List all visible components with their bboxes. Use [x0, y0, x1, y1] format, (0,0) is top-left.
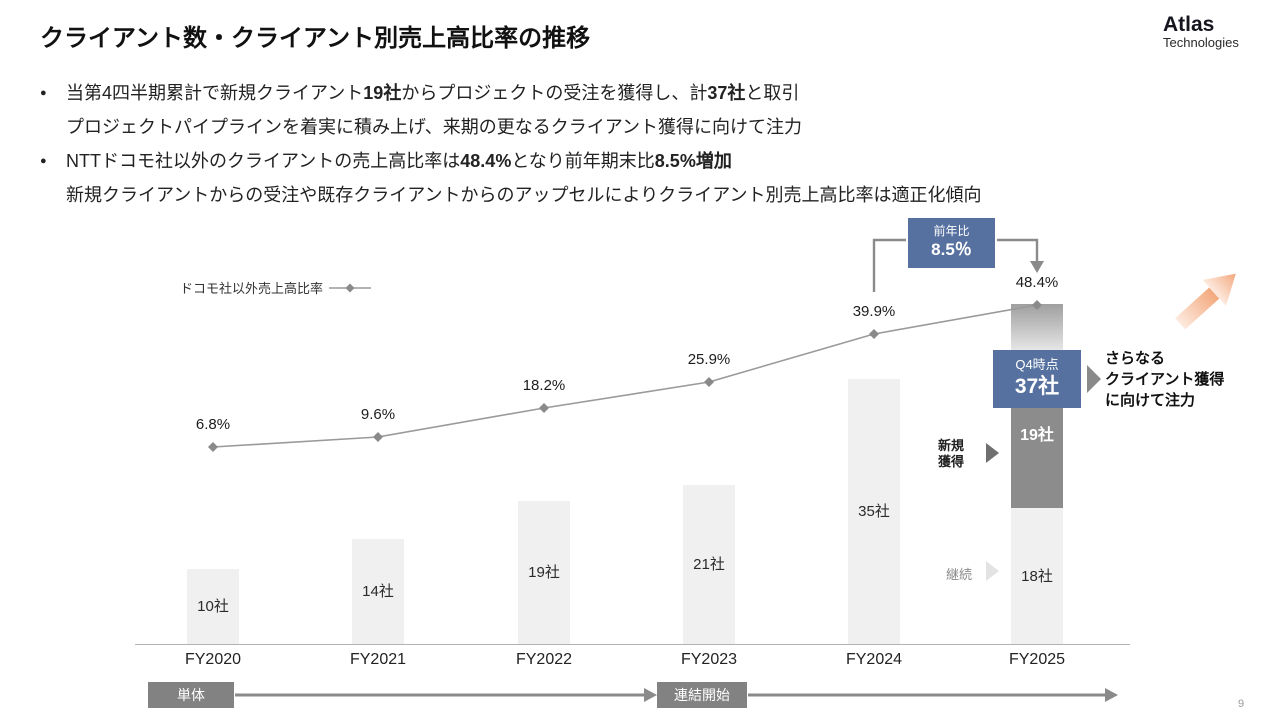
- goal-annotation: さらなる クライアント獲得 に向けて注力: [1105, 350, 1225, 409]
- bullet-segment: 増加: [695, 151, 732, 171]
- bullet-line: ● NTTドコモ社以外のクライアントの売上高比率は48.4%となり前年期末比8.5…: [40, 144, 1160, 178]
- line-path: [212, 304, 1038, 448]
- bar-value-label: 18社: [1021, 567, 1053, 585]
- logo-wordmark: Atlas: [1163, 13, 1215, 36]
- x-axis-label: FY2020: [184, 651, 242, 668]
- bullet-marker: ●: [40, 155, 47, 167]
- bar-value-label: 19社: [528, 564, 560, 581]
- q4-badge-title: Q4時点: [1015, 357, 1059, 372]
- logo: Atlas Technologies: [1163, 13, 1239, 51]
- yoy-badge-title: 前年比: [933, 224, 970, 238]
- line-point-marker: [539, 403, 549, 413]
- bullet-segment: NTTドコモ社以外のクライアントの売上高比率は: [66, 151, 461, 171]
- page-title: クライアント数・クライアント別売上高比率の推移: [40, 25, 591, 52]
- timeline-arrowhead-icon: [644, 688, 657, 702]
- bullet-text: 当第4四半期累計で新規クライアント19社からプロジェクトの受注を獲得し、計37社…: [66, 76, 799, 110]
- percent-label: 6.8%: [195, 416, 231, 433]
- new-clients-label: 新規 獲得: [938, 438, 965, 469]
- percent-label: 48.4%: [1015, 274, 1059, 291]
- bar-segment-continuing: [352, 539, 404, 645]
- chart-legend: ドコモ社以外売上高比率: [180, 278, 372, 297]
- bullet-text: プロジェクトパイプラインを着実に積み上げ、来期の更なるクライアント獲得に向けて注…: [66, 110, 802, 144]
- growth-arrow-icon: [1175, 273, 1236, 330]
- yoy-badge-value: 8.5％: [931, 240, 972, 259]
- logo-subtext: Technologies: [1163, 35, 1239, 51]
- bullet-line: 新規クライアントからの受注や既存クライアントからのアップセルによりクライアント別…: [40, 178, 1160, 212]
- bullet-marker: [40, 110, 66, 144]
- bullet-text: NTTドコモ社以外のクライアントの売上高比率は48.4%となり前年期末比8.5%…: [66, 144, 732, 178]
- continuing-clients-label: 継続: [946, 567, 973, 582]
- line-point-marker: [208, 442, 218, 452]
- line-point-marker: [373, 432, 383, 442]
- bullet-segment: 37社: [707, 83, 746, 103]
- bullet-text: 新規クライアントからの受注や既存クライアントからのアップセルによりクライアント別…: [66, 178, 981, 212]
- bar-segment-continuing: [1011, 508, 1063, 645]
- percent-label: 25.9%: [687, 351, 731, 368]
- line-point-marker: [704, 377, 714, 387]
- bullet-segment: 新規クライアントからの受注や既存クライアントからのアップセルによりクライアント別…: [66, 185, 982, 205]
- bar-value-label: 10社: [197, 598, 229, 615]
- x-axis-line: [135, 644, 1130, 645]
- timeline-arrowhead-icon: [1105, 688, 1118, 702]
- percent-label: 9.6%: [360, 406, 396, 423]
- legend-line-diamond-icon: [329, 283, 372, 292]
- x-axis-label: FY2023: [680, 651, 738, 668]
- yoy-badge: 前年比 8.5％: [908, 218, 995, 268]
- bullet-line: プロジェクトパイプラインを着実に積み上げ、来期の更なるクライアント獲得に向けて注…: [40, 110, 1160, 144]
- bullet-marker: [40, 178, 66, 212]
- bullet-segment: となり前年期末比: [511, 151, 655, 171]
- new-right-arrow-icon: [986, 443, 999, 463]
- bar-value-label: 35社: [858, 503, 890, 520]
- q4-badge: Q4時点 37社: [993, 350, 1081, 408]
- page-number: 9: [1238, 698, 1245, 710]
- bullet-segment: 19社: [363, 83, 402, 103]
- bullet-segment: からプロジェクトの受注を獲得し、計: [401, 83, 708, 103]
- bullet-marker: ●: [40, 87, 47, 99]
- down-arrow-icon: [1030, 261, 1044, 273]
- bar-segment-continuing: [187, 569, 239, 645]
- timeline-badge-consolidated: 連結開始: [657, 682, 747, 708]
- percent-label: 39.9%: [852, 303, 896, 320]
- bullet-line: ● 当第4四半期累計で新規クライアント19社からプロジェクトの受注を獲得し、計37…: [40, 76, 1160, 110]
- bar-value-label: 19社: [1020, 427, 1054, 444]
- bullet-segment: 8.5%: [654, 151, 696, 171]
- bullet-list: ● 当第4四半期累計で新規クライアント19社からプロジェクトの受注を獲得し、計37…: [40, 76, 1160, 212]
- bullet-segment: と取引: [745, 83, 800, 103]
- x-axis-label: FY2024: [845, 651, 903, 668]
- bar-value-label: 14社: [362, 583, 394, 600]
- percent-label: 18.2%: [522, 377, 566, 394]
- bar-value-label: 21社: [693, 556, 725, 573]
- bar-segment-continuing: [518, 501, 570, 645]
- line-point-marker: [869, 329, 879, 339]
- legend-label: ドコモ社以外売上高比率: [180, 281, 324, 296]
- x-axis-label: FY2022: [515, 651, 573, 668]
- bar-segment-continuing: [683, 485, 735, 645]
- timeline-badge-standalone: 単体: [148, 682, 234, 708]
- goal-right-arrow-icon: [1087, 365, 1101, 393]
- bullet-segment: 48.4%: [460, 151, 512, 171]
- bullet-segment: 当第4四半期累計で新規クライアント: [66, 83, 364, 103]
- x-axis-label: FY2025: [1008, 651, 1066, 668]
- x-axis-label: FY2021: [349, 651, 407, 668]
- q4-badge-value: 37社: [1014, 375, 1060, 398]
- bullet-segment: プロジェクトパイプラインを着実に積み上げ、来期の更なるクライアント獲得に向けて注…: [66, 117, 803, 137]
